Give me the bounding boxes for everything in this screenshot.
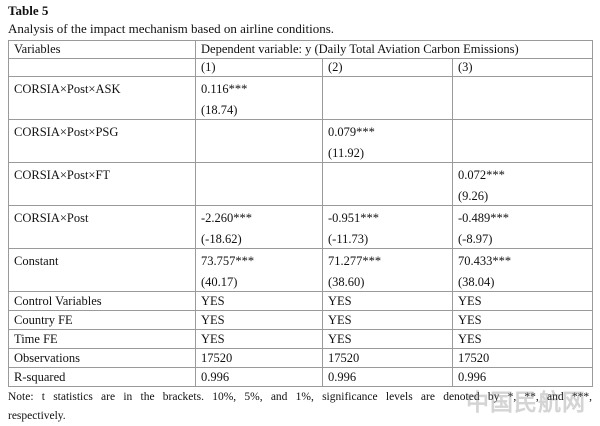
t-statistic-cell: (11.92) bbox=[322, 144, 453, 163]
column-header: (1) bbox=[195, 58, 323, 77]
value-cell: 0.996 bbox=[322, 367, 453, 387]
table-row: Control Variables YES YES YES bbox=[8, 291, 594, 311]
row-label: R-squared bbox=[8, 367, 196, 387]
t-statistic-cell: (38.04) bbox=[451, 273, 594, 292]
row-label: CORSIA×Post×FT bbox=[8, 162, 196, 187]
column-header: (3) bbox=[451, 58, 594, 77]
coefficient-cell: 0.079*** bbox=[322, 119, 453, 144]
value-cell: YES bbox=[451, 329, 594, 349]
document-page: Table 5 Analysis of the impact mechanism… bbox=[8, 2, 594, 426]
watermark-logo: 中国民航网 bbox=[466, 390, 586, 416]
note-line-2: respectively. bbox=[8, 410, 66, 422]
t-statistic-cell: (38.60) bbox=[322, 273, 453, 292]
value-cell: YES bbox=[195, 329, 323, 349]
note-line-1: Note: t statistics are in the brackets. … bbox=[8, 391, 592, 403]
row-label: Observations bbox=[8, 348, 196, 368]
t-statistic-cell: (-11.73) bbox=[322, 230, 453, 249]
t-statistic-cell: (40.17) bbox=[195, 273, 323, 292]
coefficient-cell: -0.951*** bbox=[322, 205, 453, 230]
value-cell: 17520 bbox=[451, 348, 594, 368]
t-statistic-cell: (-8.97) bbox=[451, 230, 594, 249]
table-row: (-18.62) (-11.73) (-8.97) bbox=[8, 230, 594, 249]
table-caption: Analysis of the impact mechanism based o… bbox=[8, 21, 335, 36]
value-cell: 0.996 bbox=[451, 367, 594, 387]
row-label: Control Variables bbox=[8, 291, 196, 311]
row-label: Time FE bbox=[8, 329, 196, 349]
table-row: Time FE YES YES YES bbox=[8, 329, 594, 349]
row-label: Country FE bbox=[8, 310, 196, 330]
table-row: (18.74) bbox=[8, 101, 594, 120]
table-row: CORSIA×Post×PSG 0.079*** bbox=[8, 119, 594, 144]
coefficient-cell: 73.757*** bbox=[195, 248, 323, 273]
coefficient-cell: 0.072*** bbox=[451, 162, 594, 187]
coefficient-cell: -2.260*** bbox=[195, 205, 323, 230]
t-statistic-cell bbox=[451, 101, 594, 120]
row-label-empty bbox=[8, 187, 196, 206]
coefficient-cell: 70.433*** bbox=[451, 248, 594, 273]
t-statistic-cell bbox=[195, 144, 323, 163]
table-row: R-squared 0.996 0.996 0.996 bbox=[8, 367, 594, 387]
table-label: Table 5 bbox=[8, 3, 49, 18]
value-cell: 17520 bbox=[322, 348, 453, 368]
value-cell: YES bbox=[195, 310, 323, 330]
row-label-empty bbox=[8, 101, 196, 120]
t-statistic-cell: (9.26) bbox=[451, 187, 594, 206]
value-cell: YES bbox=[451, 291, 594, 311]
header-dependent-variable: Dependent variable: y (Daily Total Aviat… bbox=[194, 40, 594, 59]
column-header: (2) bbox=[322, 58, 453, 77]
table-row: CORSIA×Post×ASK 0.116*** bbox=[8, 76, 594, 101]
table-row: Constant 73.757*** 71.277*** 70.433*** bbox=[8, 248, 594, 273]
coefficient-cell bbox=[322, 76, 453, 101]
row-label-empty bbox=[8, 230, 196, 249]
header-variables: Variables bbox=[8, 40, 196, 59]
coefficient-cell bbox=[451, 76, 594, 101]
t-statistic-cell: (-18.62) bbox=[195, 230, 323, 249]
table-row: Observations 17520 17520 17520 bbox=[8, 348, 594, 368]
table-row: (11.92) bbox=[8, 144, 594, 163]
regression-table: Variables Dependent variable: y (Daily T… bbox=[8, 40, 594, 387]
t-statistic-cell bbox=[322, 101, 453, 120]
value-cell: 17520 bbox=[195, 348, 323, 368]
t-statistic-cell bbox=[451, 144, 594, 163]
value-cell: 0.996 bbox=[195, 367, 323, 387]
row-label-empty bbox=[8, 144, 196, 163]
table-row: (9.26) bbox=[8, 187, 594, 206]
row-label: Constant bbox=[8, 248, 196, 273]
row-label: CORSIA×Post×ASK bbox=[8, 76, 196, 101]
t-statistic-cell bbox=[195, 187, 323, 206]
header-empty-cell bbox=[8, 58, 196, 77]
table-row: (40.17) (38.60) (38.04) bbox=[8, 273, 594, 292]
coefficient-cell bbox=[195, 119, 323, 144]
t-statistic-cell: (18.74) bbox=[195, 101, 323, 120]
table-row: CORSIA×Post -2.260*** -0.951*** -0.489*** bbox=[8, 205, 594, 230]
table-row: Country FE YES YES YES bbox=[8, 310, 594, 330]
coefficient-cell: 0.116*** bbox=[195, 76, 323, 101]
value-cell: YES bbox=[322, 329, 453, 349]
row-label: CORSIA×Post×PSG bbox=[8, 119, 196, 144]
coefficient-cell: 71.277*** bbox=[322, 248, 453, 273]
value-cell: YES bbox=[322, 291, 453, 311]
value-cell: YES bbox=[451, 310, 594, 330]
row-label: CORSIA×Post bbox=[8, 205, 196, 230]
table-note: Note: t statistics are in the brackets. … bbox=[8, 388, 592, 426]
value-cell: YES bbox=[195, 291, 323, 311]
table-row: CORSIA×Post×FT 0.072*** bbox=[8, 162, 594, 187]
row-label-empty bbox=[8, 273, 196, 292]
coefficient-cell bbox=[195, 162, 323, 187]
value-cell: YES bbox=[322, 310, 453, 330]
coefficient-cell bbox=[322, 162, 453, 187]
coefficient-cell bbox=[451, 119, 594, 144]
coefficient-cell: -0.489*** bbox=[451, 205, 594, 230]
t-statistic-cell bbox=[322, 187, 453, 206]
